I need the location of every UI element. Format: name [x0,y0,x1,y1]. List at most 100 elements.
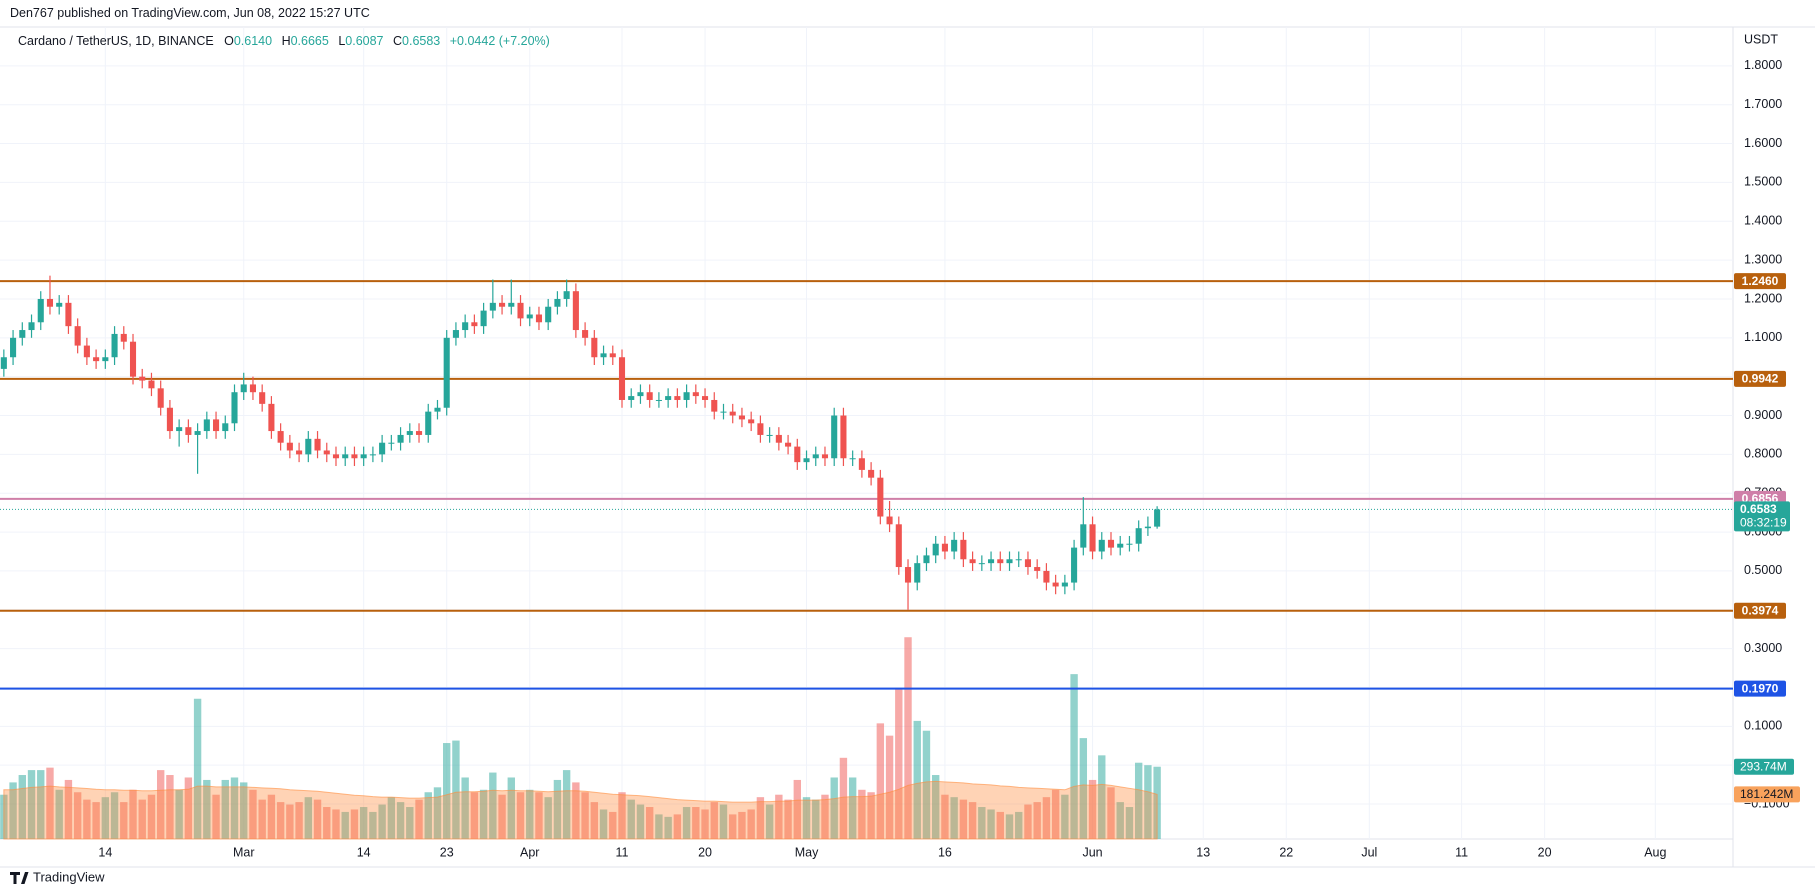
y-tick-label: 1.5000 [1744,175,1782,189]
candle-body [406,431,413,435]
candle-body [305,438,312,455]
volume-bar [1088,779,1097,839]
candle-body [803,458,810,463]
volume-bar [701,809,709,839]
volume-bar [415,799,423,839]
candle-body [111,333,118,358]
candle-body [554,298,561,307]
volume-bar [590,802,599,839]
candle-body [286,442,293,451]
volume-bar [562,770,571,839]
ohlc-key: L [338,34,346,48]
volume-bar [664,816,672,839]
volume-bar [240,782,248,839]
volume-bar [1134,762,1143,839]
volume-last-label: 293.74M [1740,759,1787,773]
volume-bar [175,789,183,839]
candle-body [1144,526,1151,529]
candle-body [83,345,90,358]
candle-body [914,563,921,583]
candle-body [277,431,284,443]
volume-bar [230,777,239,839]
volume-bar [1061,794,1069,839]
y-tick-label: 1.7000 [1744,97,1782,111]
candle-body [0,357,7,369]
volume-bar [443,743,451,839]
volume-bar [876,723,885,839]
volume-bar [258,799,266,839]
volume-bar [83,799,91,839]
candle-body [93,357,100,362]
volume-bar [526,789,534,839]
candle-body [415,431,423,435]
candle-body [1015,559,1022,561]
candle-body [213,419,220,432]
x-tick-label: 14 [357,845,371,859]
volume-bar [692,807,700,839]
candle-body [74,326,81,346]
volume-bar [645,807,654,839]
candle-body [720,411,727,413]
volume-bar [747,809,755,839]
volume-bar [765,804,774,839]
volume-bar [470,792,479,839]
candle-body [1043,570,1050,583]
volume-bar [581,792,589,839]
volume-bar [396,802,405,839]
y-tick-label: 0.9000 [1744,408,1782,422]
volume-bar [544,797,552,839]
volume-bar [313,799,322,839]
candle-body [332,454,340,459]
candle-body [388,442,395,444]
volume-bar [129,789,137,839]
volume-bar [147,794,156,839]
volume-bar [839,757,848,839]
level-label: 0.1970 [1742,681,1779,695]
volume-bar [267,794,276,839]
candle-body [1024,559,1032,568]
volume-bar [212,794,220,839]
candle-body [480,310,487,327]
volume-bar [387,797,396,839]
volume-bar [802,797,811,839]
candle-body [849,458,856,460]
candle-body [148,380,155,389]
volume-bar [249,789,257,839]
volume-bar [498,794,506,839]
volume-bar [369,811,377,839]
candle-body [1052,582,1059,587]
volume-bar [37,770,45,839]
volume-bar [479,789,488,839]
volume-bar [793,779,801,839]
candle-body [960,539,967,560]
volume-bar [978,807,986,839]
ohlc-value: 0.6087 [345,34,384,48]
y-tick-label: 0.1000 [1744,719,1782,733]
volume-bar [332,809,340,839]
volume-bar [729,814,737,839]
volume-pane [0,637,1161,840]
candle-body [499,302,506,307]
candle-body [877,477,884,517]
candle-body [166,407,173,432]
volume-bar [821,794,829,839]
volume-bar [166,775,174,839]
x-tick-label: Mar [233,845,255,859]
volume-bar [341,811,349,839]
x-tick-label: 22 [1279,845,1293,859]
candle-body [46,298,54,307]
volume-bar [64,779,73,839]
volume-bar [1024,804,1032,839]
volume-bar [913,720,921,839]
candle-body [609,353,616,358]
candle-body [932,543,939,556]
candle-body [369,454,376,456]
candle-body [868,469,875,478]
volume-bar [286,804,294,839]
ohlc-key: C [392,34,403,48]
volume-bar [323,807,331,839]
level-label: 0.3974 [1742,603,1779,617]
y-tick-label: 1.1000 [1744,330,1782,344]
publisher: Den767 published on TradingView.com, Jun… [10,6,370,20]
